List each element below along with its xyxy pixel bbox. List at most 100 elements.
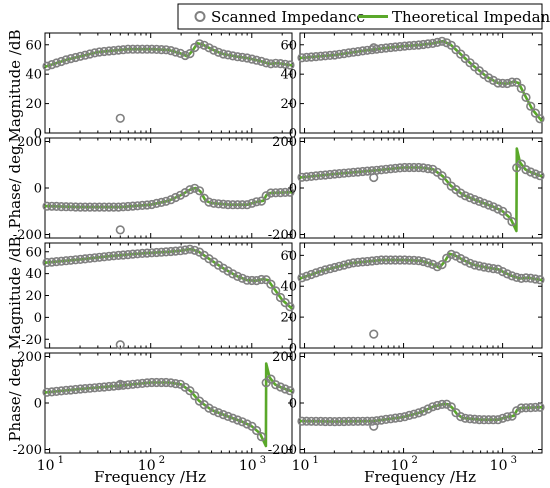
- scanned-point: [228, 200, 238, 210]
- y-tick-label: 0: [289, 182, 297, 197]
- scanned-point: [213, 47, 224, 57]
- scanned-point: [199, 40, 209, 50]
- scanned-outlier: [369, 43, 379, 53]
- scanned-point: [367, 416, 377, 426]
- scanned-point: [353, 46, 363, 57]
- scanned-point: [271, 380, 281, 390]
- scanned-point: [395, 163, 405, 173]
- scanned-point: [161, 196, 171, 206]
- scanned-point: [400, 41, 410, 51]
- scanned-point: [400, 412, 410, 422]
- scanned-point: [535, 114, 545, 124]
- scanned-point: [185, 185, 195, 195]
- scanned-point: [285, 386, 295, 396]
- scanned-point: [132, 44, 143, 54]
- y-tick-label: -20: [21, 333, 42, 348]
- scanned-point: [330, 417, 340, 427]
- scanned-point: [137, 200, 147, 210]
- scanned-point: [530, 274, 541, 284]
- scanned-point: [437, 36, 447, 46]
- scanned-point: [147, 248, 157, 258]
- scanned-point: [297, 416, 307, 426]
- x-tick-label: 10: [239, 458, 257, 474]
- scanned-point: [442, 176, 452, 186]
- scanned-point: [414, 40, 424, 50]
- scanned-point: [325, 264, 335, 274]
- scanned-point: [256, 274, 267, 285]
- scanned-point: [233, 415, 243, 425]
- scanned-point: [128, 379, 138, 389]
- scanned-point: [320, 416, 330, 427]
- scanned-point: [409, 255, 419, 266]
- scanned-point: [498, 267, 508, 277]
- scanned-point: [256, 56, 267, 67]
- scanned-point: [104, 381, 114, 392]
- scanned-point: [390, 413, 400, 423]
- scanned-point: [213, 199, 224, 209]
- scanned-point: [171, 192, 181, 203]
- scanned-point: [530, 402, 541, 413]
- scanned-point: [104, 251, 114, 261]
- scanned-point: [113, 381, 124, 391]
- scanned-point: [311, 416, 321, 427]
- scanned-point: [113, 202, 124, 212]
- scanned-outlier: [369, 421, 379, 431]
- scanned-point: [418, 406, 428, 416]
- scanned-point: [330, 50, 340, 60]
- panel-upper-mid-right: -200 0 200: [268, 135, 545, 243]
- scanned-point: [56, 56, 66, 67]
- xlabel-left: Frequency /Hz: [94, 468, 206, 486]
- scanned-point: [414, 162, 424, 173]
- scanned-point: [474, 196, 484, 206]
- scanned-point: [484, 263, 494, 273]
- scanned-point: [507, 271, 517, 281]
- scanned-point: [252, 55, 262, 65]
- y-tick-label: 60: [25, 245, 42, 260]
- x-tick-label: 10: [490, 458, 508, 474]
- scanned-point: [484, 73, 494, 83]
- scanned-point: [147, 377, 157, 388]
- scanned-point: [223, 200, 233, 210]
- scanned-point: [280, 59, 290, 69]
- scanned-point: [395, 255, 405, 265]
- scanned-point: [266, 374, 276, 384]
- scanned-point: [456, 254, 466, 264]
- scanned-outlier: [369, 172, 379, 183]
- scanned-point: [85, 202, 95, 212]
- panel-lower-mid-right: 0 20 40 60: [280, 242, 545, 357]
- scanned-point: [104, 46, 114, 56]
- scanned-point: [266, 279, 276, 289]
- y-tick-label: 40: [25, 68, 42, 83]
- scanned-point: [75, 254, 85, 264]
- scanned-point: [451, 251, 461, 261]
- scanned-point: [302, 52, 312, 63]
- scanned-point: [161, 45, 171, 55]
- scanned-point: [493, 78, 503, 88]
- scanned-point: [94, 47, 104, 57]
- scanned-point: [507, 217, 517, 227]
- scanned-outlier: [115, 379, 125, 389]
- y-tick-label: 0: [34, 182, 42, 197]
- scanned-point: [128, 201, 138, 211]
- scanned-point: [418, 163, 428, 173]
- y-tick-label: 60: [280, 249, 297, 264]
- scanned-point: [418, 39, 428, 50]
- scanned-point: [512, 272, 522, 283]
- scanned-point: [175, 246, 185, 256]
- scanned-point: [75, 51, 85, 61]
- scanned-point: [320, 51, 330, 61]
- scanned-point: [237, 417, 247, 427]
- scanned-point: [502, 78, 512, 89]
- scanned-point: [521, 92, 531, 102]
- scanned-point: [502, 412, 512, 422]
- scanned-point: [442, 399, 452, 409]
- scanned-point: [171, 47, 181, 57]
- scanned-point: [190, 391, 200, 401]
- scanned-point: [526, 101, 536, 111]
- scanned-point: [362, 416, 372, 426]
- scanned-point: [409, 40, 419, 51]
- scanned-point: [418, 256, 428, 267]
- scanned-point: [442, 38, 452, 48]
- scanned-point: [90, 48, 100, 58]
- scanned-point: [75, 384, 85, 394]
